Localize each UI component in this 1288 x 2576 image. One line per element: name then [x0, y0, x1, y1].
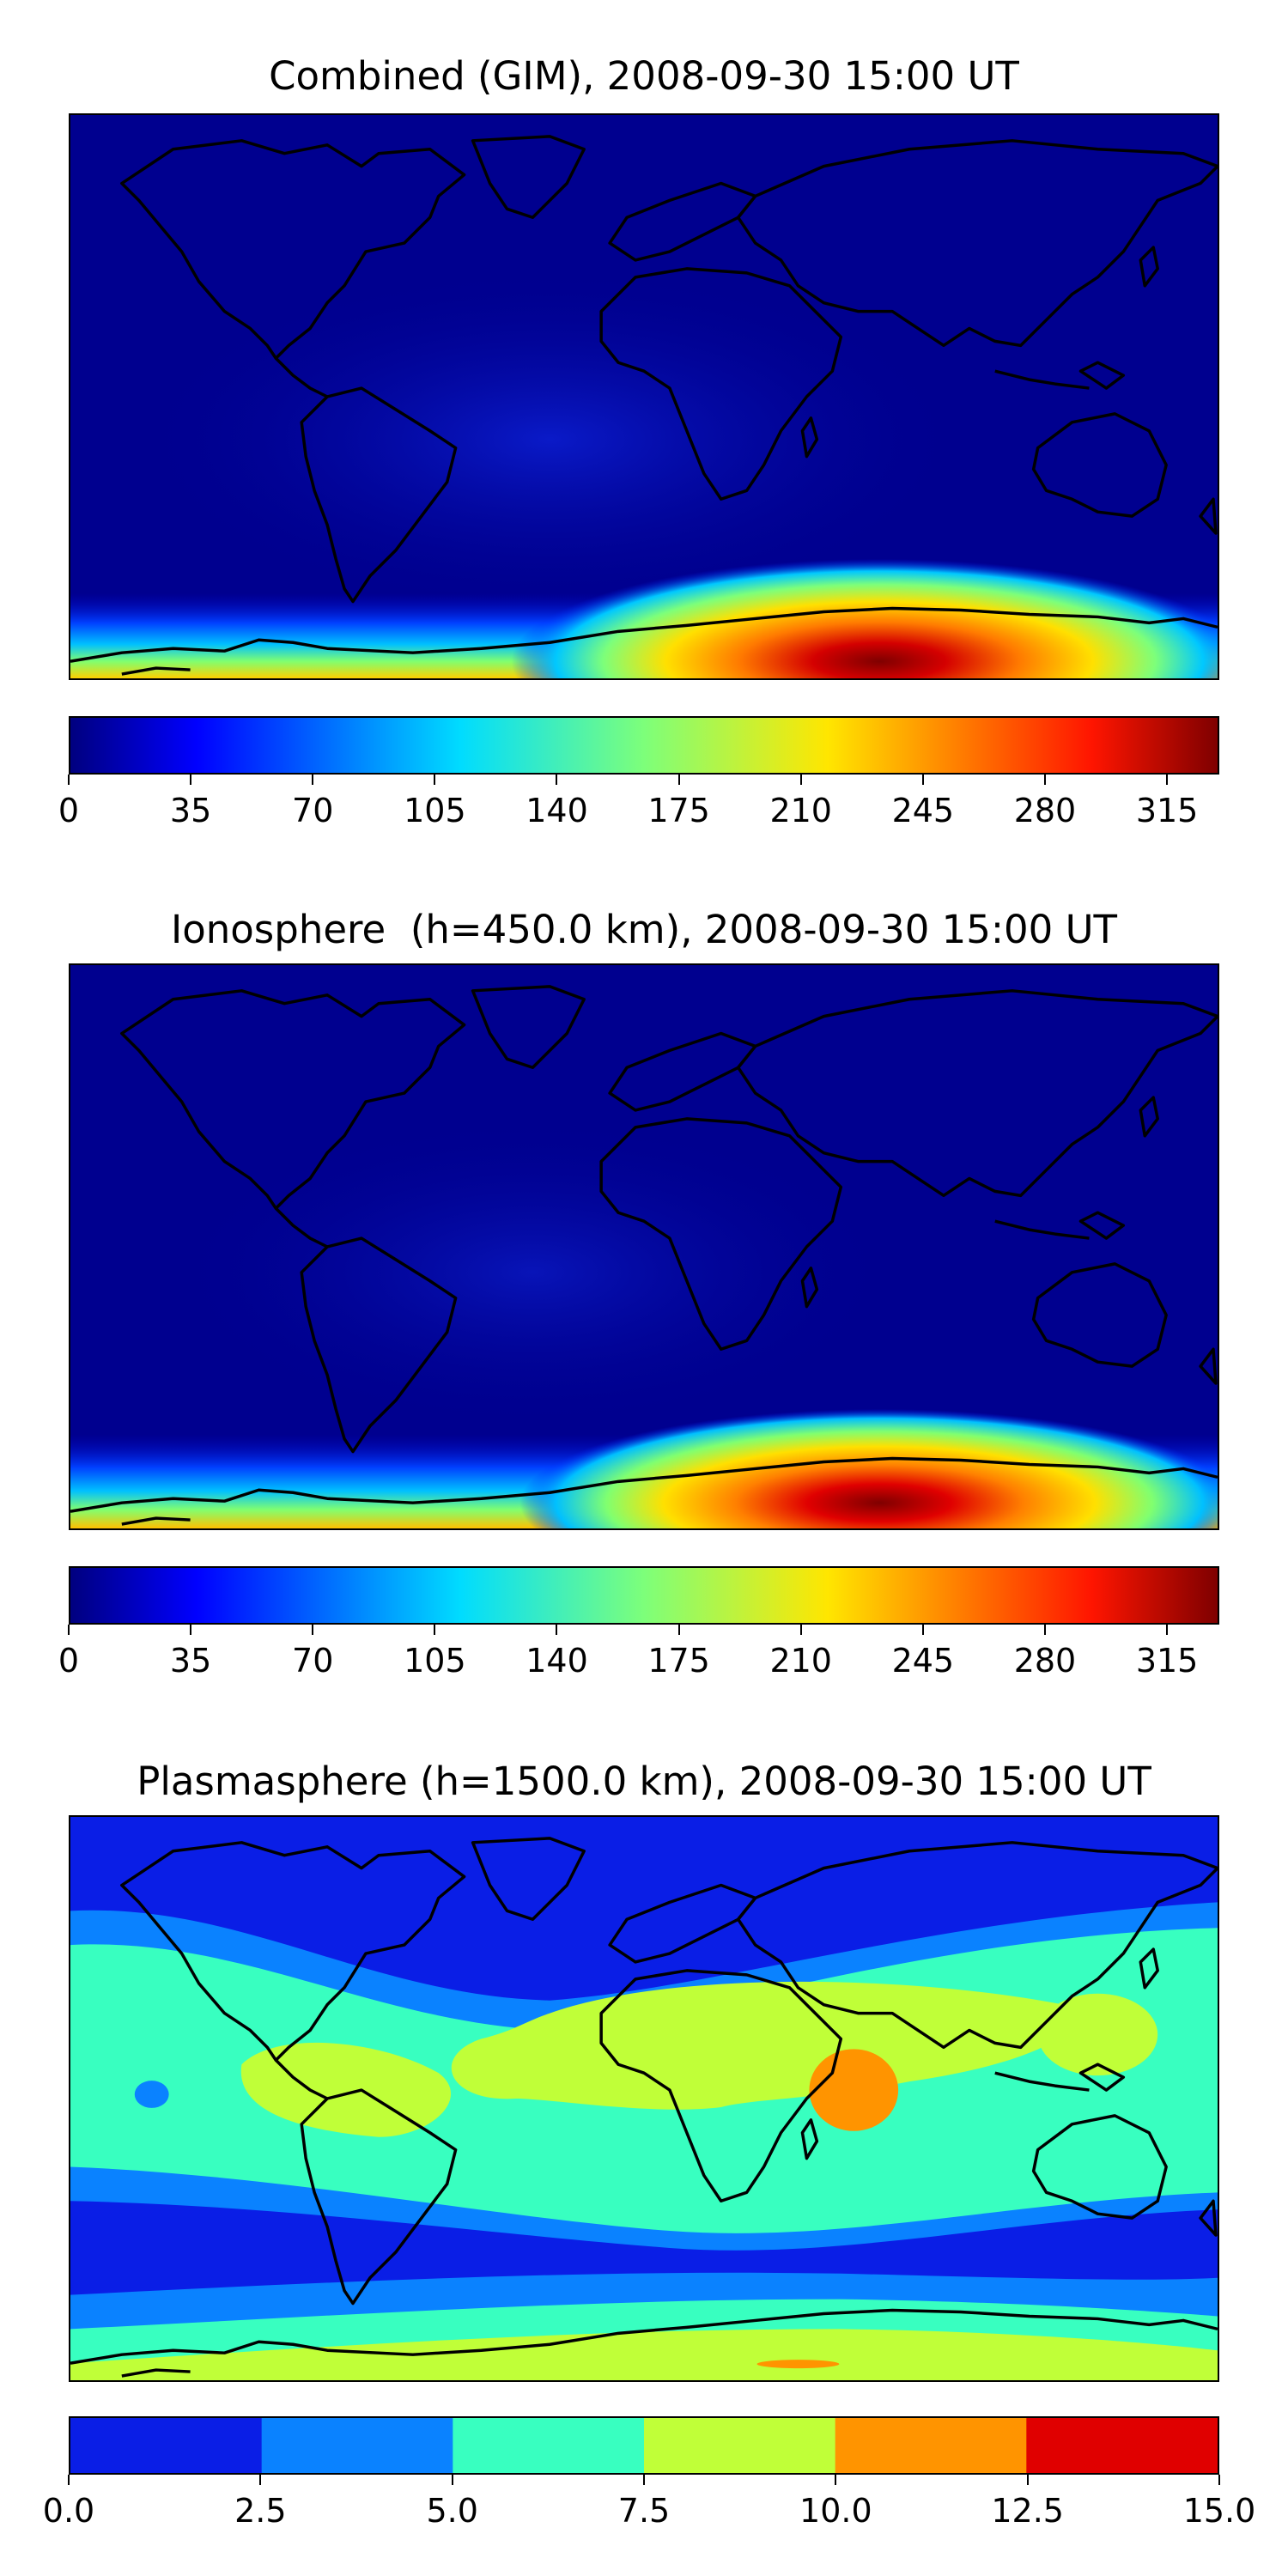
colorbar-tick-label: 105: [404, 1642, 466, 1680]
colorbar-tick: [190, 775, 192, 785]
colorbar-tick: [1166, 775, 1169, 785]
colorbar-tick-label: 140: [526, 1642, 588, 1680]
colorbar-tick-label: 0: [58, 1642, 80, 1680]
colorbar-tick: [799, 775, 802, 785]
colorbar-tick: [312, 1625, 314, 1635]
colorbar-tick-label: 70: [292, 1642, 334, 1680]
colorbar-tick: [1218, 2475, 1220, 2485]
colorbar-tick-label: 315: [1135, 1642, 1199, 1680]
panel-1-title: Combined (GIM), 2008-09-30 15:00 UT: [269, 53, 1019, 99]
ionosphere-map: [69, 963, 1219, 1530]
colorbar-tick-label: 15.0: [1182, 2492, 1256, 2530]
panel-2-title: Ionosphere (h=450.0 km), 2008-09-30 15:0…: [170, 907, 1118, 952]
colorbar-tick: [1166, 1625, 1169, 1635]
colorbar-tick-label: 2.5: [234, 2492, 287, 2530]
colorbar-level-swatch: [644, 2418, 836, 2473]
colorbar-tick-label: 5.0: [426, 2492, 478, 2530]
colorbar-tick: [451, 2475, 453, 2485]
colorbar-tick-label: 245: [891, 792, 955, 829]
colorbar-tick: [921, 775, 924, 785]
colorbar-tick: [190, 1625, 192, 1635]
colorbar-tick-label: 280: [1013, 792, 1077, 829]
colorbar-tick: [312, 775, 314, 785]
colorbar-tick-label: 105: [404, 792, 466, 829]
colorbar-tick: [1026, 2475, 1029, 2485]
colorbar-tick: [1043, 1625, 1046, 1635]
colorbar-tick: [434, 1625, 436, 1635]
colorbar-tick: [259, 2475, 262, 2485]
colorbar-tick: [68, 775, 70, 785]
colorbar-tick-label: 70: [292, 792, 334, 829]
ionosphere-colorbar: [69, 1566, 1219, 1625]
colorbar-level-swatch: [453, 2418, 645, 2473]
plasmasphere-colorbar-ticks: 0.0 2.5 5.0 7.5 10.0 12.5 15.0: [43, 2475, 1255, 2530]
colorbar-tick-label: 315: [1135, 792, 1199, 829]
combined-map: [69, 113, 1219, 680]
colorbar-tick-label: 210: [769, 792, 832, 829]
colorbar-tick: [921, 1625, 924, 1635]
colorbar-tick-label: 0: [58, 792, 80, 829]
ionosphere-colorbar-ticks: 0 35 70 105 140 175 210 245 280 315: [58, 1625, 1219, 1680]
colorbar-tick: [556, 775, 558, 785]
colorbar-tick-label: 35: [169, 792, 212, 829]
colorbar-tick-label: 140: [526, 792, 588, 829]
colorbar-tick-label: 210: [769, 1642, 832, 1680]
colorbar-tick: [556, 1625, 558, 1635]
colorbar-tick-label: 175: [647, 1642, 710, 1680]
colorbar-tick: [677, 775, 680, 785]
colorbar-tick-label: 7.5: [617, 2492, 671, 2530]
colorbar-tick: [434, 775, 436, 785]
colorbar-tick-label: 280: [1013, 1642, 1077, 1680]
colorbar-tick: [799, 1625, 802, 1635]
colorbar-level-swatch: [1026, 2418, 1218, 2473]
colorbar-tick-label: 12.5: [991, 2492, 1064, 2530]
colorbar-tick: [643, 2475, 645, 2485]
colorbar-level-swatch: [835, 2418, 1027, 2473]
colorbar-tick-label: 0.0: [42, 2492, 95, 2530]
combined-colorbar-ticks: 0 35 70 105 140 175 210 245 280 315: [58, 775, 1219, 829]
colorbar-tick-label: 35: [169, 1642, 212, 1680]
plasmasphere-colorbar: [69, 2416, 1219, 2475]
colorbar-tick: [68, 1625, 70, 1635]
colorbar-level-swatch: [261, 2418, 453, 2473]
colorbar-level-swatch: [70, 2418, 263, 2473]
panel-3-title: Plasmasphere (h=1500.0 km), 2008-09-30 1…: [137, 1759, 1151, 1804]
colorbar-tick-label: 245: [891, 1642, 955, 1680]
plasmasphere-map: [69, 1815, 1219, 2382]
combined-colorbar: [69, 716, 1219, 775]
colorbar-tick: [835, 2475, 837, 2485]
colorbar-tick: [1043, 775, 1046, 785]
colorbar-tick: [677, 1625, 680, 1635]
colorbar-tick: [68, 2475, 70, 2485]
colorbar-tick-label: 175: [647, 792, 710, 829]
colorbar-tick-label: 10.0: [799, 2492, 872, 2530]
